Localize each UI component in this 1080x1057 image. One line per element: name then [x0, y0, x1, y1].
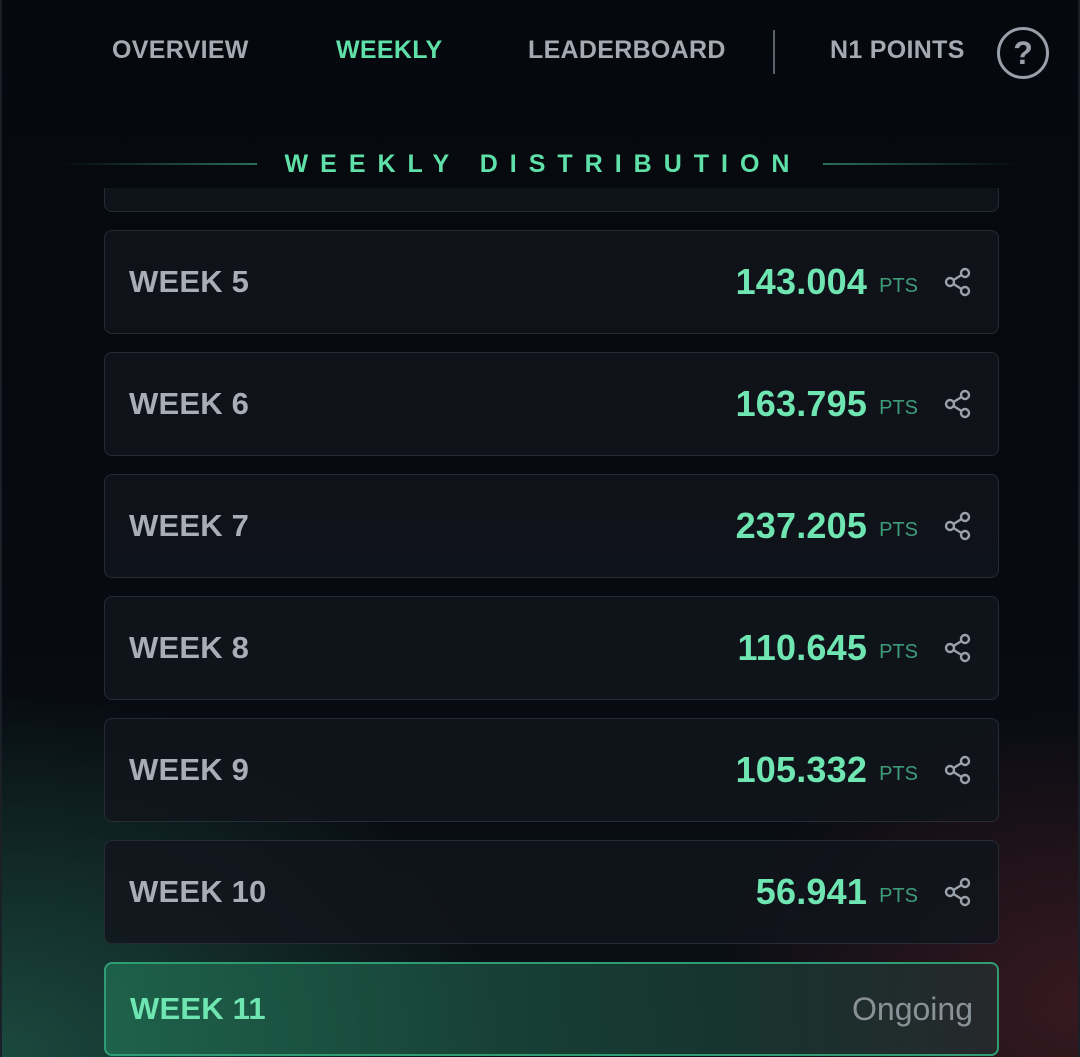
week-label: WEEK 10 — [129, 874, 267, 909]
section-title: WEEKLY DISTRIBUTION — [284, 149, 802, 178]
week-points-group: 110.645 PTS — [738, 627, 974, 669]
week-list: WEEK 5 143.004 PTS WEEK 6 163.795 PTS — [100, 188, 1004, 1057]
week-points-group: 163.795 PTS — [736, 383, 974, 425]
week-points-unit: PTS — [879, 518, 918, 541]
week-card[interactable]: WEEK 5 143.004 PTS — [104, 230, 999, 334]
week-label: WEEK 9 — [129, 752, 250, 787]
current-week-card[interactable]: WEEK 11 Ongoing — [104, 962, 999, 1056]
tab-overview[interactable]: OVERVIEW — [112, 36, 249, 64]
previous-week-card[interactable] — [104, 188, 999, 212]
week-points-unit: PTS — [879, 762, 918, 785]
week-points-value: 56.941 — [755, 871, 868, 912]
week-points-unit: PTS — [879, 884, 918, 907]
week-card[interactable]: WEEK 10 56.941 PTS — [104, 840, 999, 944]
tab-leaderboard[interactable]: LEADERBOARD — [528, 36, 726, 64]
week-card[interactable]: WEEK 6 163.795 PTS — [104, 352, 999, 456]
frame-edge-right — [1078, 0, 1080, 1057]
share-icon[interactable] — [942, 632, 974, 664]
share-icon[interactable] — [942, 266, 974, 298]
week-points-unit: PTS — [879, 396, 918, 419]
share-icon[interactable] — [942, 388, 974, 420]
heading-line-right — [823, 163, 1021, 165]
section-heading: WEEKLY DISTRIBUTION — [60, 140, 1021, 188]
help-icon-glyph: ? — [1013, 34, 1033, 71]
week-card[interactable]: WEEK 8 110.645 PTS — [104, 596, 999, 700]
top-nav: OVERVIEW WEEKLY LEADERBOARD N1 POINTS ? — [0, 0, 1080, 110]
week-card[interactable]: WEEK 9 105.332 PTS — [104, 718, 999, 822]
week-points-group: 143.004 PTS — [736, 261, 974, 303]
heading-line-left — [60, 163, 257, 165]
week-points-unit: PTS — [879, 640, 918, 663]
week-points-value: 110.645 — [737, 627, 868, 668]
week-label: WEEK 8 — [129, 630, 250, 665]
week-points-value: 163.795 — [735, 383, 868, 424]
week-points-group: 105.332 PTS — [736, 749, 974, 791]
week-points-value: 105.332 — [735, 749, 868, 790]
nav-divider — [773, 30, 775, 74]
tab-n1-points[interactable]: N1 POINTS — [830, 36, 965, 64]
week-status: Ongoing — [852, 990, 973, 1027]
share-icon[interactable] — [942, 510, 974, 542]
week-points-group: 237.205 PTS — [736, 505, 974, 547]
week-points-group: 56.941 PTS — [756, 871, 974, 913]
week-points-unit: PTS — [879, 274, 918, 297]
week-label: WEEK 6 — [129, 386, 250, 421]
current-week-label: WEEK 11 — [130, 991, 266, 1026]
help-icon[interactable]: ? — [997, 27, 1049, 79]
week-label: WEEK 5 — [129, 264, 250, 299]
frame-edge-left — [0, 0, 2, 1057]
tab-weekly[interactable]: WEEKLY — [336, 36, 443, 64]
week-label: WEEK 7 — [129, 508, 250, 543]
share-icon[interactable] — [942, 876, 974, 908]
week-list-scroll[interactable]: WEEK 5 143.004 PTS WEEK 6 163.795 PTS — [100, 188, 1004, 1057]
share-icon[interactable] — [942, 754, 974, 786]
week-card[interactable]: WEEK 7 237.205 PTS — [104, 474, 999, 578]
week-points-value: 143.004 — [735, 261, 868, 302]
week-points-value: 237.205 — [735, 505, 868, 546]
